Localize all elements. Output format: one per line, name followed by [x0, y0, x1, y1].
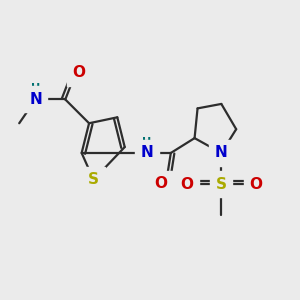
Text: S: S	[216, 177, 227, 192]
Text: N: N	[215, 146, 228, 160]
Text: O: O	[72, 65, 85, 80]
Text: N: N	[29, 92, 42, 107]
Text: O: O	[250, 177, 262, 192]
Text: H: H	[31, 83, 40, 93]
Text: N: N	[141, 146, 153, 160]
Text: O: O	[154, 176, 167, 191]
Text: S: S	[88, 172, 99, 187]
Text: H: H	[142, 137, 152, 147]
Text: O: O	[180, 177, 193, 192]
